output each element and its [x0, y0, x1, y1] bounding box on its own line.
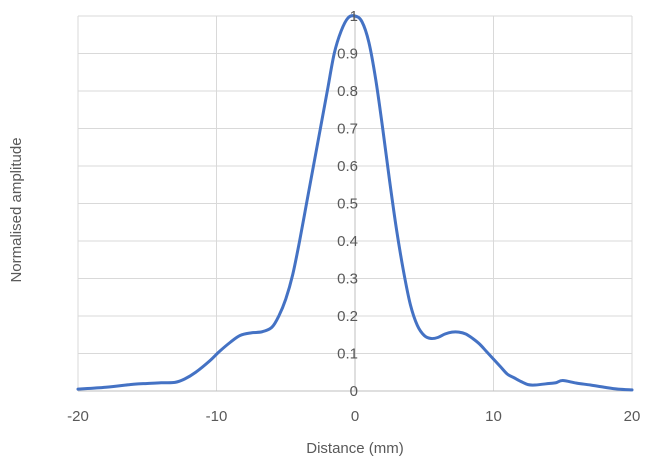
x-tick-label: -10	[206, 408, 228, 425]
y-tick-label: 0.3	[337, 271, 358, 288]
y-tick-label: 0	[350, 383, 358, 400]
x-tick-label: -20	[67, 408, 89, 425]
y-axis-title: Normalised amplitude	[8, 137, 25, 282]
x-tick-label: 0	[351, 408, 359, 425]
y-tick-label: 0.4	[337, 233, 358, 250]
x-axis-title: Distance (mm)	[306, 440, 404, 457]
x-tick-label: 20	[624, 408, 641, 425]
y-tick-label: 0.6	[337, 158, 358, 175]
axes	[78, 16, 632, 392]
tick-labels: -20 -10 0 10 20 0 0.1 0.2 0.3 0.4 0.5 0.6 0.7 0.8 0.9 1	[67, 8, 640, 425]
y-tick-label: 0.1	[337, 346, 358, 363]
y-tick-label: 0.7	[337, 121, 358, 138]
y-tick-label: 0.2	[337, 308, 358, 325]
series-layer	[76, 14, 634, 392]
y-tick-label: 1	[350, 8, 358, 25]
y-tick-label: 0.8	[337, 83, 358, 100]
x-tick-label: 10	[485, 408, 502, 425]
series-line	[76, 14, 634, 392]
y-tick-label: 0.5	[337, 196, 358, 213]
y-tick-label: 0.9	[337, 46, 358, 63]
